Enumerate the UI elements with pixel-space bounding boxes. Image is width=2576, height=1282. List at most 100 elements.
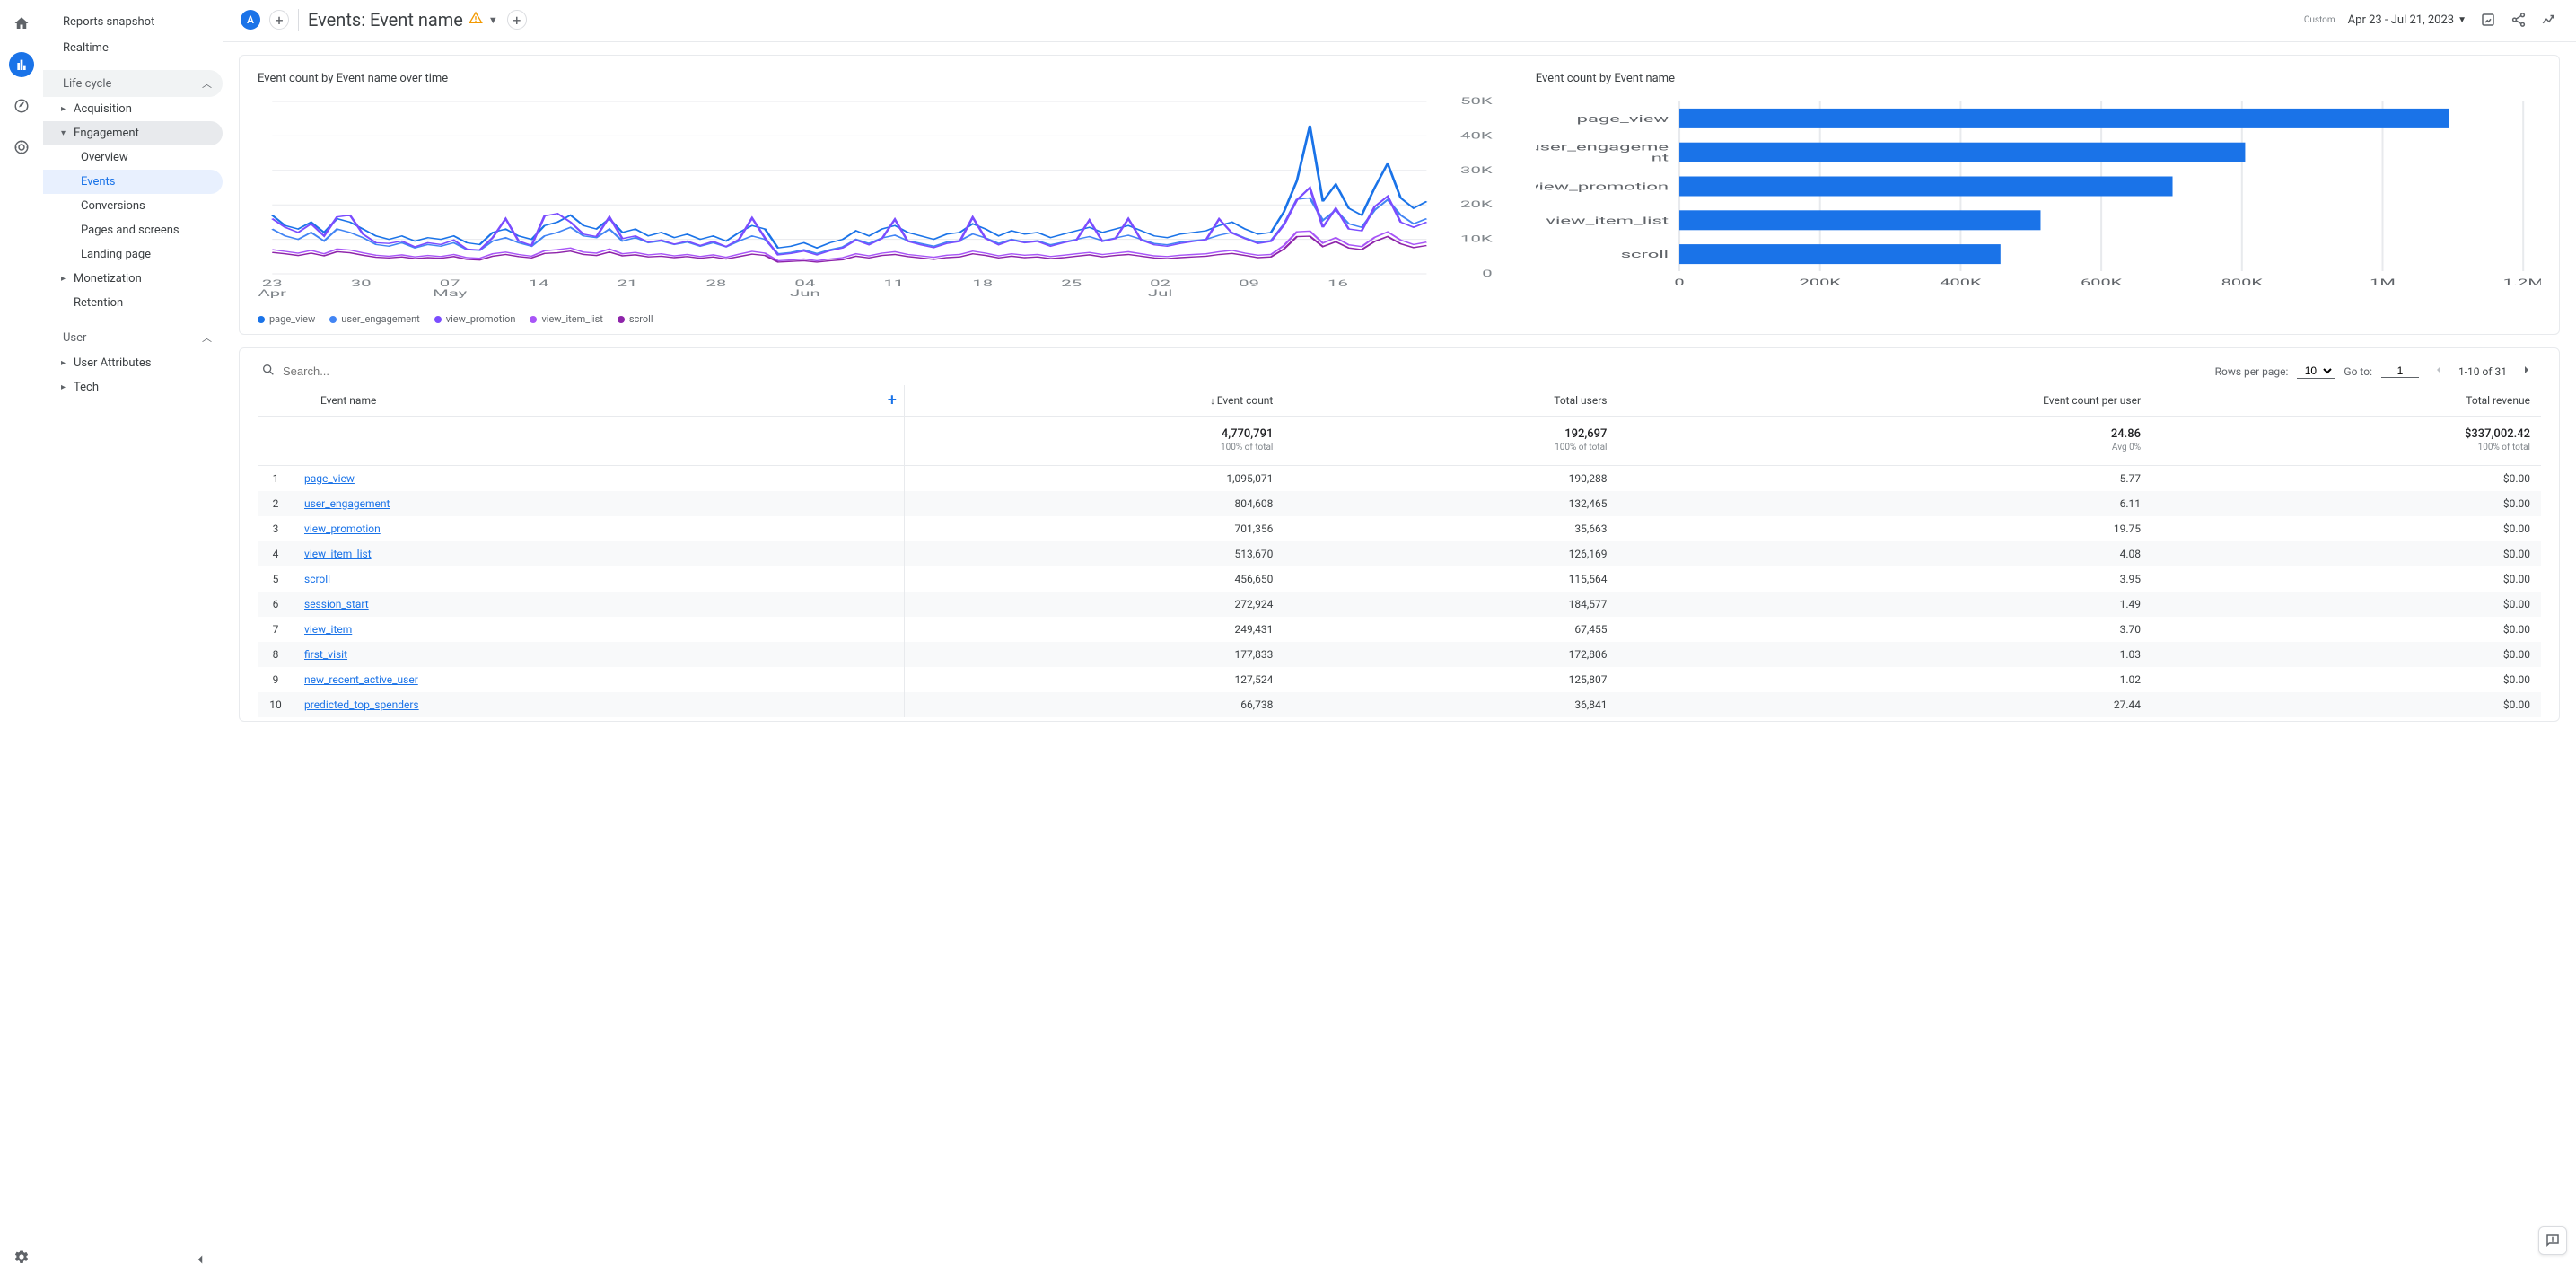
event-link[interactable]: view_item <box>304 623 352 636</box>
goto-input[interactable] <box>2381 364 2419 378</box>
sidebar-item[interactable]: ▸Tech <box>43 375 223 400</box>
event-link[interactable]: new_recent_active_user <box>304 673 418 686</box>
page-range-text: 1-10 of 31 <box>2458 365 2507 378</box>
feedback-icon[interactable] <box>2538 1226 2567 1255</box>
sidebar-subitem[interactable]: Pages and screens <box>43 218 223 242</box>
chart-legend: page_view user_engagement view_promotion vi… <box>258 313 1500 325</box>
table-controls: Rows per page: 10 Go to: 1-10 of 31 <box>258 357 2541 382</box>
admin-gear-icon[interactable] <box>9 1244 34 1269</box>
event-link[interactable]: user_engagement <box>304 497 390 510</box>
legend-item[interactable]: view_promotion <box>434 313 516 325</box>
bar-chart-title: Event count by Event name <box>1536 72 2541 85</box>
svg-text:11: 11 <box>883 278 904 289</box>
svg-text:Jun: Jun <box>790 288 820 299</box>
table-card: Rows per page: 10 Go to: 1-10 of 31 Even… <box>239 347 2560 722</box>
customize-report-icon[interactable] <box>2479 11 2497 29</box>
reports-icon[interactable] <box>9 52 34 77</box>
table-row: 7 view_item 249,431 67,455 3.70 $0.00 <box>258 617 2541 642</box>
svg-text:view_promotion: view_promotion <box>1536 181 1669 193</box>
table-row: 2 user_engagement 804,608 132,465 6.11 $… <box>258 491 2541 516</box>
events-table: Event name+↓Event countTotal usersEvent … <box>258 385 2541 717</box>
event-link[interactable]: session_start <box>304 598 369 610</box>
charts-card: Event count by Event name over time 0 10K… <box>239 55 2560 335</box>
svg-text:800K: 800K <box>2221 277 2262 288</box>
date-range-text: Apr 23 - Jul 21, 2023 <box>2348 13 2454 27</box>
col-header[interactable]: Event name+ <box>258 385 904 417</box>
col-header[interactable]: Total users <box>1284 385 1617 417</box>
svg-text:25: 25 <box>1061 278 1082 289</box>
svg-text:21: 21 <box>618 278 638 289</box>
segment-chip[interactable]: A <box>241 10 260 30</box>
sidebar-subitem[interactable]: Conversions <box>43 194 223 218</box>
insights-icon[interactable] <box>2540 11 2558 29</box>
sidebar: Reports snapshotRealtime Life cycle︿▸Acqu… <box>43 0 223 1282</box>
sidebar-item[interactable]: ▾Engagement <box>43 121 223 145</box>
legend-item[interactable]: scroll <box>618 313 653 325</box>
line-chart-title: Event count by Event name over time <box>258 72 1500 85</box>
legend-item[interactable]: page_view <box>258 313 315 325</box>
svg-text:200K: 200K <box>1799 277 1840 288</box>
prev-page-icon[interactable] <box>2428 363 2449 380</box>
title-dropdown-icon[interactable]: ▼ <box>488 14 498 26</box>
explore-icon[interactable] <box>9 93 34 119</box>
svg-text:Jul: Jul <box>1148 288 1172 299</box>
event-link[interactable]: view_item_list <box>304 548 372 560</box>
collapse-sidebar-icon[interactable] <box>192 1251 208 1271</box>
sidebar-section[interactable]: User︿ <box>43 324 223 351</box>
sidebar-section[interactable]: Life cycle︿ <box>43 70 223 97</box>
advertising-icon[interactable] <box>9 135 34 160</box>
add-column-icon[interactable]: + <box>888 391 897 410</box>
home-icon[interactable] <box>9 11 34 36</box>
svg-text:scroll: scroll <box>1621 250 1669 261</box>
svg-text:1.2M: 1.2M <box>2502 277 2541 288</box>
col-header[interactable]: ↓Event count <box>904 385 1284 417</box>
event-link[interactable]: first_visit <box>304 648 347 661</box>
event-link[interactable]: predicted_top_spenders <box>304 698 419 711</box>
svg-text:09: 09 <box>1239 278 1259 289</box>
legend-item[interactable]: user_engagement <box>329 313 420 325</box>
legend-item[interactable]: view_item_list <box>530 313 602 325</box>
event-link[interactable]: view_promotion <box>304 522 381 535</box>
svg-text:16: 16 <box>1327 278 1348 289</box>
svg-text:18: 18 <box>972 278 993 289</box>
svg-text:1M: 1M <box>2370 277 2396 288</box>
event-link[interactable]: scroll <box>304 573 330 585</box>
sidebar-item[interactable]: ▸Acquisition <box>43 97 223 121</box>
add-comparison-button[interactable]: + <box>507 10 527 30</box>
sampling-warning-icon[interactable] <box>469 11 483 29</box>
col-header[interactable]: Total revenue <box>2151 385 2541 417</box>
nav-iconrail <box>0 0 43 1282</box>
svg-text:Apr: Apr <box>258 288 286 299</box>
svg-text:10K: 10K <box>1460 233 1494 244</box>
sidebar-item[interactable]: ▸Monetization <box>43 267 223 291</box>
sidebar-item[interactable]: ▸User Attributes <box>43 351 223 375</box>
sidebar-top-0[interactable]: Reports snapshot <box>43 9 223 35</box>
line-chart: 010K20K30K40K50K23Apr3007May14212804Jun1… <box>258 96 1500 303</box>
svg-text:50K: 50K <box>1460 96 1494 106</box>
sidebar-subitem[interactable]: Overview <box>43 145 223 170</box>
sidebar-subitem[interactable]: Landing page <box>43 242 223 267</box>
next-page-icon[interactable] <box>2516 363 2537 380</box>
table-row: 9 new_recent_active_user 127,524 125,807… <box>258 667 2541 692</box>
topbar: A + Events: Event name ▼ + Custom Apr 23… <box>223 0 2576 41</box>
sidebar-subitem[interactable]: Events <box>43 170 223 194</box>
col-header[interactable]: Event count per user <box>1617 385 2151 417</box>
sidebar-item[interactable]: Retention <box>43 291 223 315</box>
event-link[interactable]: page_view <box>304 472 355 485</box>
rows-per-page-select[interactable]: 10 <box>2297 364 2335 379</box>
separator <box>298 9 299 31</box>
search-icon <box>261 363 276 380</box>
svg-text:May: May <box>433 288 468 299</box>
svg-text:600K: 600K <box>2081 277 2122 288</box>
add-segment-button[interactable]: + <box>269 10 289 30</box>
goto-label: Go to: <box>2344 365 2372 378</box>
svg-text:0: 0 <box>1482 268 1492 279</box>
svg-text:nt: nt <box>1651 153 1669 164</box>
page-title: Events: Event name ▼ <box>308 9 498 31</box>
svg-text:view_item_list: view_item_list <box>1546 215 1669 227</box>
search-input[interactable] <box>283 364 462 378</box>
share-icon[interactable] <box>2510 11 2528 29</box>
date-range-type: Custom <box>2304 15 2335 25</box>
sidebar-top-1[interactable]: Realtime <box>43 35 223 61</box>
date-range-picker[interactable]: Apr 23 - Jul 21, 2023 ▼ <box>2348 13 2466 27</box>
